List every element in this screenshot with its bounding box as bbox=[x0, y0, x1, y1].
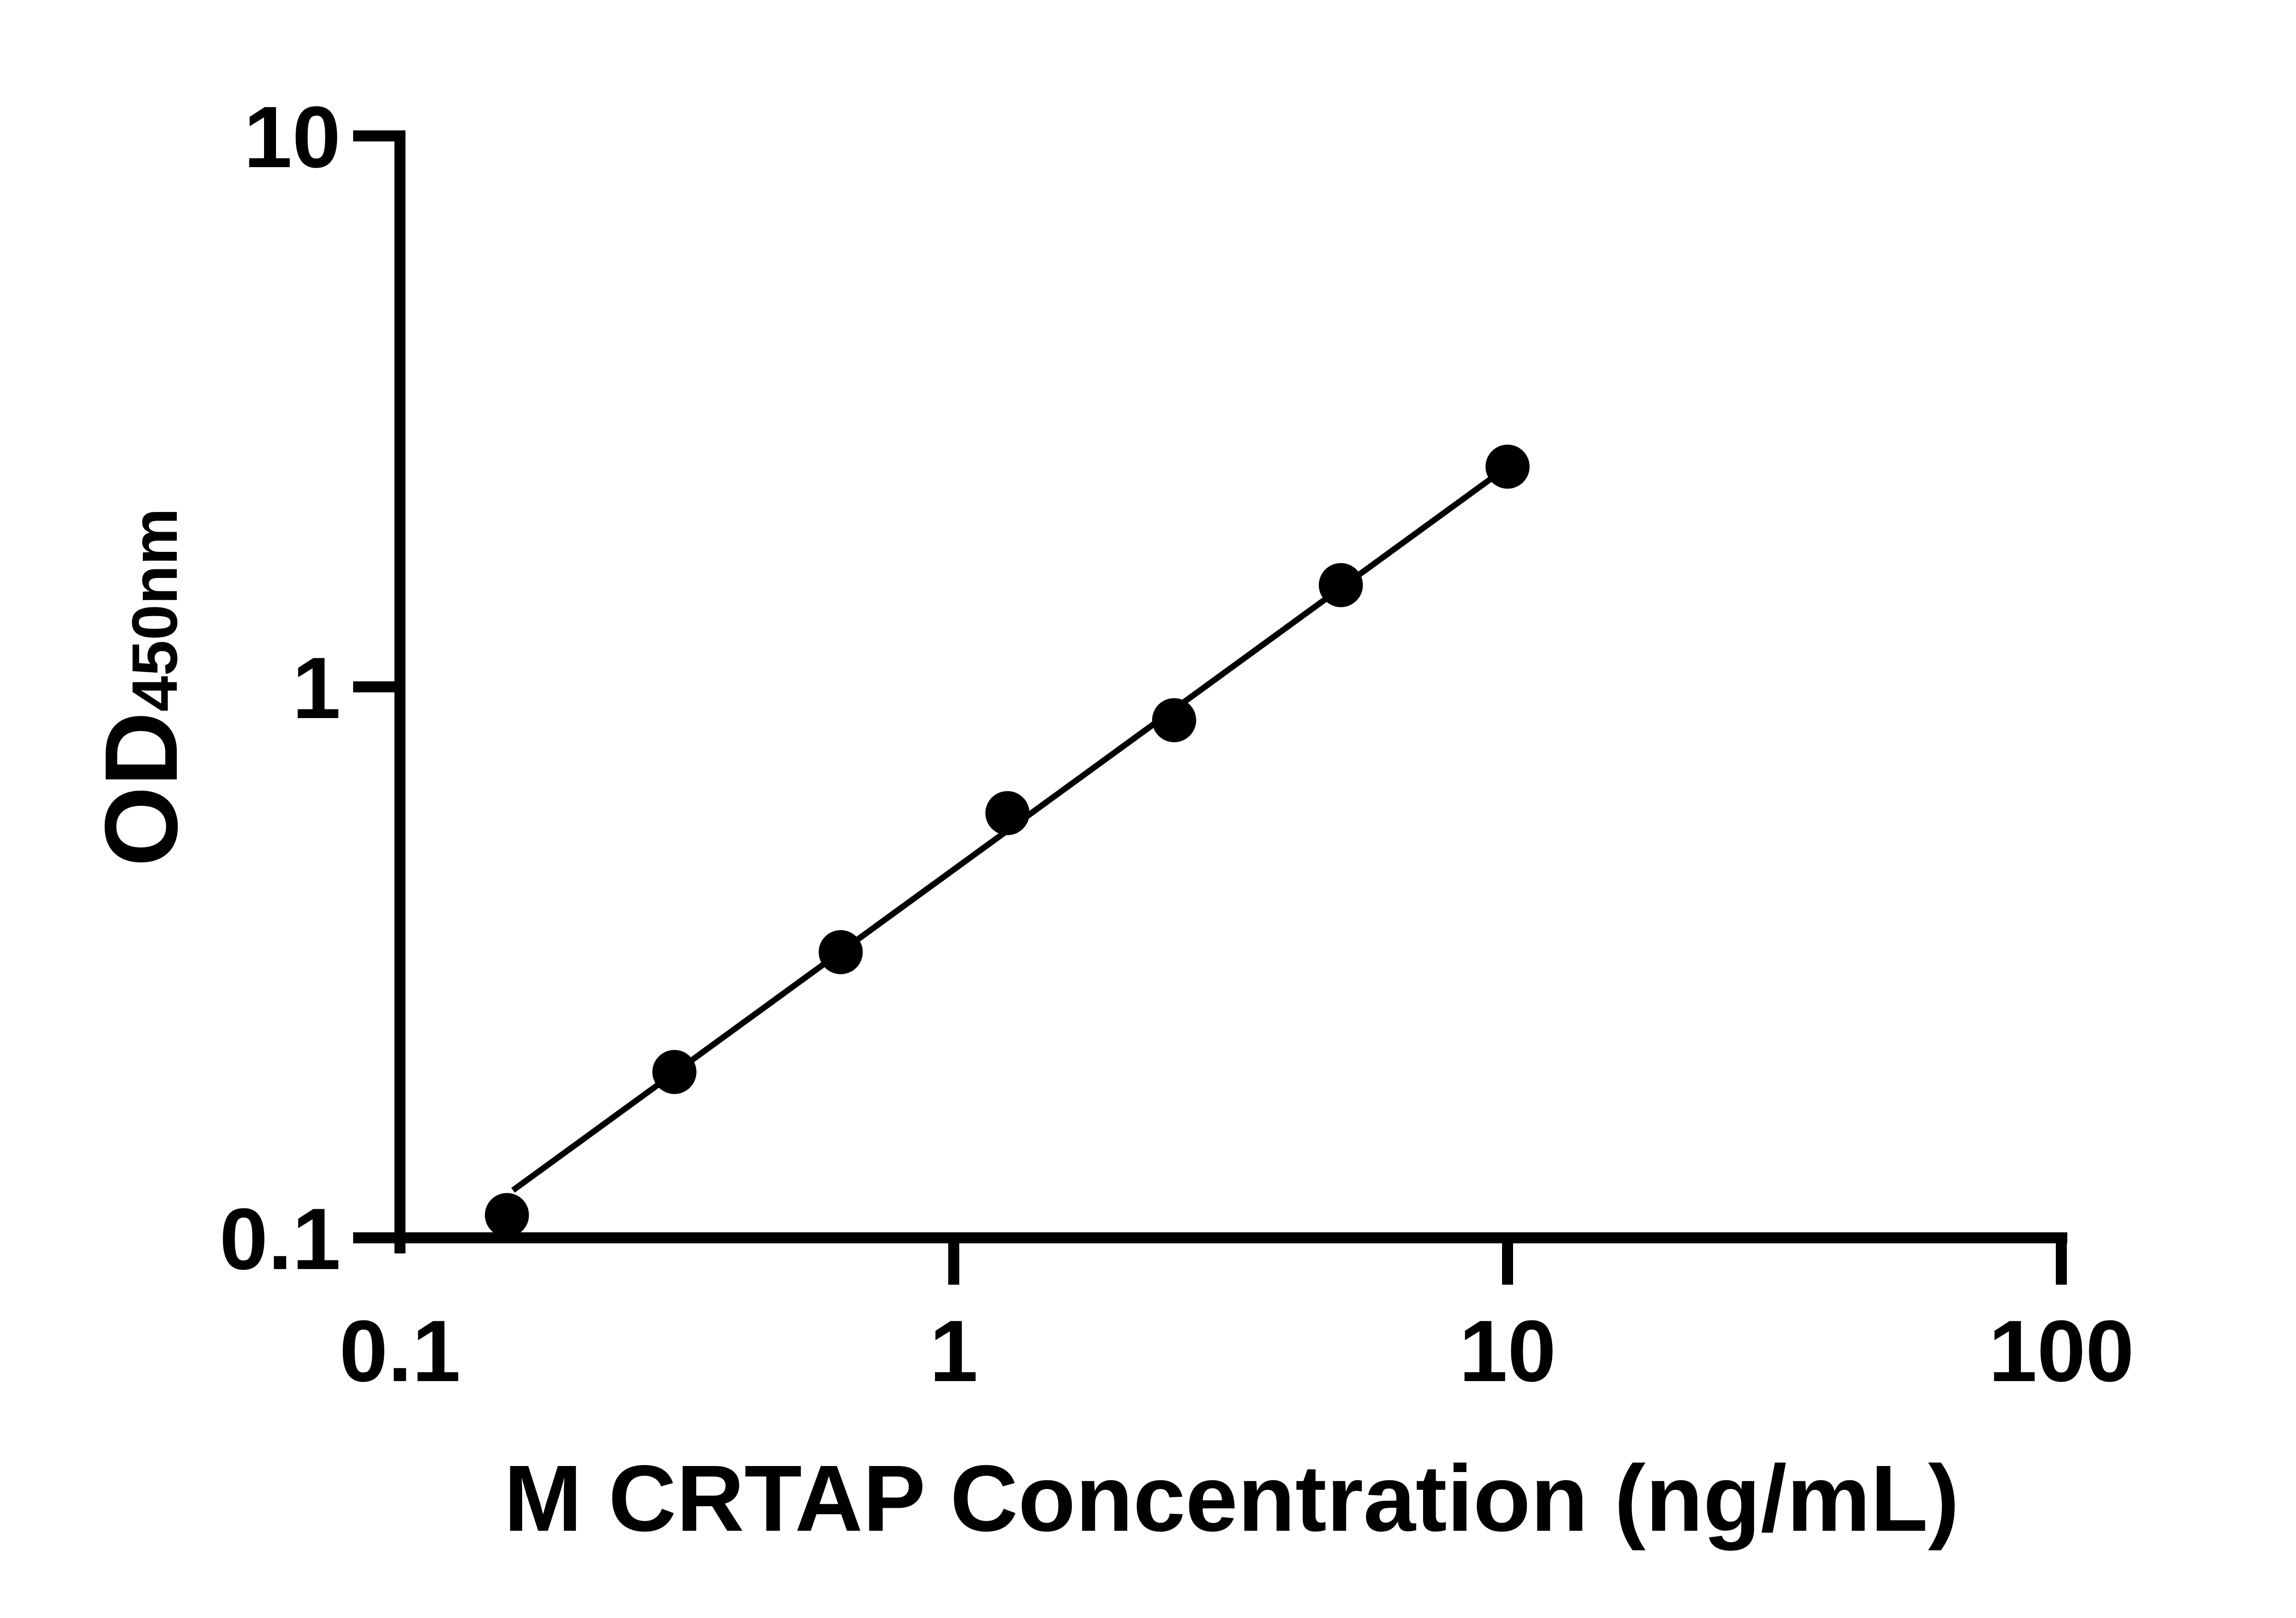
series bbox=[484, 444, 1530, 1237]
y-axis-title: OD450nm bbox=[83, 508, 199, 866]
x-tick-label: 10 bbox=[1459, 1303, 1556, 1400]
axes bbox=[353, 130, 2067, 1285]
y-axis-title-main: OD bbox=[83, 712, 199, 867]
x-tick-label: 1 bbox=[929, 1303, 978, 1400]
y-tick-label: 0.1 bbox=[219, 1191, 341, 1288]
y-tick-label: 10 bbox=[244, 89, 341, 186]
data-point bbox=[1318, 563, 1363, 607]
data-point bbox=[484, 1193, 529, 1237]
data-point bbox=[985, 791, 1030, 835]
data-point bbox=[1152, 698, 1196, 742]
x-tick-label: 100 bbox=[1988, 1303, 2134, 1400]
data-point bbox=[1486, 444, 1530, 489]
data-point bbox=[818, 930, 863, 974]
tick-labels: 0.1 1 10 0.1 1 10 100 bbox=[219, 89, 2134, 1400]
y-axis-title-subscript: 450nm bbox=[118, 508, 191, 712]
y-tick-label: 1 bbox=[292, 640, 341, 737]
data-point bbox=[652, 1050, 697, 1094]
x-tick-label: 0.1 bbox=[339, 1303, 461, 1400]
x-axis-title: M CRTAP Concentration (ng/mL) bbox=[504, 1446, 1959, 1551]
